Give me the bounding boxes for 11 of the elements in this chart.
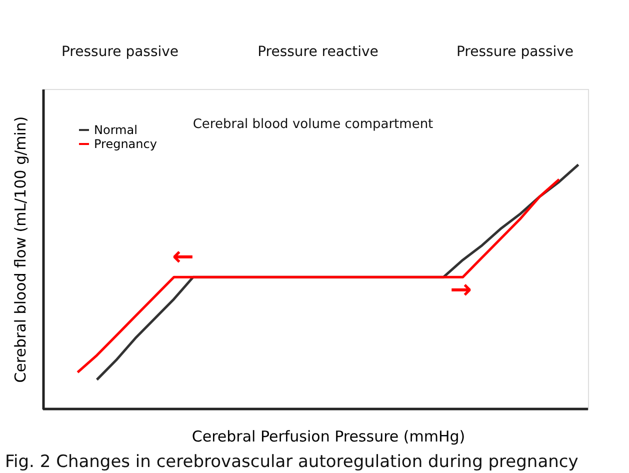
text: Cerebral blood volume compartment (192, 117, 434, 132)
y-axis-title: Cerebral blood flow (mL/100 g/min) (12, 116, 30, 383)
legend-label: Normal (94, 123, 138, 137)
legend-label: Pregnancy (94, 137, 157, 151)
text: Pressure passive (61, 44, 179, 60)
caption: Fig. 2 Changes in cerebrovascular autoregulation during pregnancy (5, 452, 578, 472)
annotation: ← (172, 242, 194, 272)
text: Pressure reactive (258, 44, 378, 60)
text: Pressure passive (456, 44, 574, 60)
x-axis-title: Cerebral Perfusion Pressure (mmHg) (192, 428, 466, 446)
annotation: → (450, 275, 472, 305)
